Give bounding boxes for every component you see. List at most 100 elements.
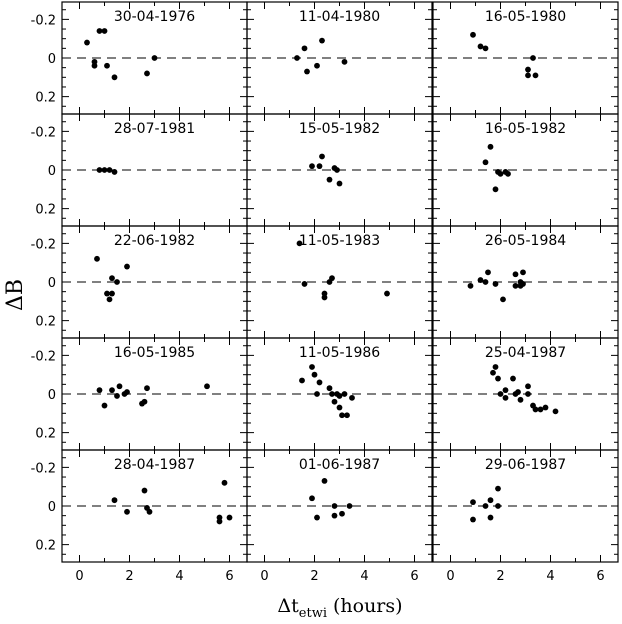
y-tick-label: 0.2 xyxy=(35,539,56,554)
data-point xyxy=(91,62,98,69)
data-point xyxy=(221,479,228,486)
panel-7: -0.2 0 0.2 22-06-1982 xyxy=(31,225,248,339)
data-point xyxy=(490,369,496,376)
data-point xyxy=(497,170,504,177)
data-point xyxy=(505,170,511,177)
data-point xyxy=(326,385,333,392)
data-point xyxy=(314,391,320,397)
data-point xyxy=(336,404,343,411)
x-axis-title-main: Δt xyxy=(277,595,299,617)
data-point xyxy=(94,255,100,262)
data-point xyxy=(216,518,223,525)
x-axis-title: Δtetwi (hours) xyxy=(277,595,402,621)
data-point xyxy=(331,503,338,509)
data-point xyxy=(512,282,519,289)
data-point xyxy=(525,72,531,79)
data-point xyxy=(114,393,120,399)
panel-4: -0.2 0 0.2 28-07-1981 xyxy=(31,113,248,227)
panel-10: -0.2 0 0.2 16-05-1985 xyxy=(31,337,248,451)
data-point xyxy=(495,503,501,509)
panel-title: 11-05-1986 xyxy=(299,345,380,361)
data-point xyxy=(301,281,308,287)
data-point xyxy=(477,43,484,50)
y-tick-label: 0.2 xyxy=(35,315,56,330)
data-point xyxy=(482,503,489,509)
x-tick-label: 4 xyxy=(175,569,183,584)
data-point xyxy=(512,271,519,278)
data-point xyxy=(111,497,118,504)
data-point xyxy=(492,186,499,193)
panel-11: 11-05-1986 xyxy=(246,337,433,451)
x-tick-label: 6 xyxy=(596,569,604,584)
data-point xyxy=(341,58,348,65)
y-tick-label: 0.2 xyxy=(35,203,56,218)
x-axis-title-suffix: (hours) xyxy=(333,595,403,617)
data-point xyxy=(495,375,501,382)
panel-title: 28-04-1987 xyxy=(114,457,195,473)
panel-8: 11-05-1983 xyxy=(246,225,433,339)
panel-15: 0 2 4 6 29-06-1987 xyxy=(432,449,619,584)
data-point xyxy=(141,487,148,494)
data-point xyxy=(487,497,494,504)
data-point xyxy=(96,28,103,34)
data-point xyxy=(492,364,499,370)
panel-2: 11-04-1980 xyxy=(246,1,433,115)
data-point xyxy=(495,485,501,492)
x-tick-label: 2 xyxy=(496,569,504,584)
data-point xyxy=(146,508,153,515)
panels: -0.2 0 0.2 30-04-1976 11-04-1980 16-05-1980 -0… xyxy=(31,1,619,584)
data-point xyxy=(344,412,350,419)
panel-title: 16-05-1980 xyxy=(485,9,566,25)
data-point xyxy=(144,70,150,77)
data-point xyxy=(101,167,108,173)
data-point xyxy=(294,55,300,61)
panel-14: 0 2 4 6 01-06-1987 xyxy=(246,449,433,584)
data-point xyxy=(124,508,130,515)
data-point xyxy=(314,514,320,521)
data-point xyxy=(341,391,348,397)
y-tick-label: -0.2 xyxy=(31,237,56,252)
panel-title: 22-06-1982 xyxy=(114,233,195,249)
x-axis-title-subscript: etwi xyxy=(299,606,327,621)
panel-1: -0.2 0 0.2 30-04-1976 xyxy=(31,1,248,115)
data-point xyxy=(470,499,476,506)
data-point xyxy=(316,163,323,170)
panel-5: 15-05-1982 xyxy=(246,113,433,227)
data-point xyxy=(329,391,335,397)
y-axis-title: ΔB xyxy=(3,279,28,311)
data-point xyxy=(339,510,345,517)
data-point xyxy=(477,277,484,283)
data-point xyxy=(552,408,559,415)
x-tick-label: 0 xyxy=(75,569,83,584)
data-point xyxy=(530,55,536,61)
x-tick-label: 0 xyxy=(260,569,268,584)
data-point xyxy=(502,394,509,401)
data-point xyxy=(111,169,118,175)
x-tick-label: 6 xyxy=(225,569,233,584)
data-point xyxy=(299,377,305,384)
data-point xyxy=(520,281,526,287)
panel-title: 25-04-1987 xyxy=(485,345,566,361)
data-point xyxy=(104,290,110,297)
data-point xyxy=(141,398,148,405)
data-point xyxy=(309,495,315,502)
x-tick-label: 4 xyxy=(546,569,554,584)
data-point xyxy=(334,167,340,173)
panel-title: 16-05-1985 xyxy=(114,345,195,361)
y-tick-label: 0 xyxy=(48,164,56,179)
data-point xyxy=(96,167,103,173)
data-point xyxy=(331,512,338,519)
data-point xyxy=(487,143,494,150)
data-point xyxy=(485,269,491,276)
data-point xyxy=(304,68,310,75)
data-point xyxy=(336,180,343,187)
x-tick-label: 6 xyxy=(410,569,418,584)
panel-9: 26-05-1984 xyxy=(432,225,619,339)
data-point xyxy=(487,514,494,521)
data-point xyxy=(467,282,474,289)
data-point xyxy=(336,393,343,399)
y-tick-label: 0.2 xyxy=(35,91,56,106)
panel-title: 29-06-1987 xyxy=(485,457,566,473)
data-point xyxy=(349,394,355,401)
y-tick-label: -0.2 xyxy=(31,349,56,364)
